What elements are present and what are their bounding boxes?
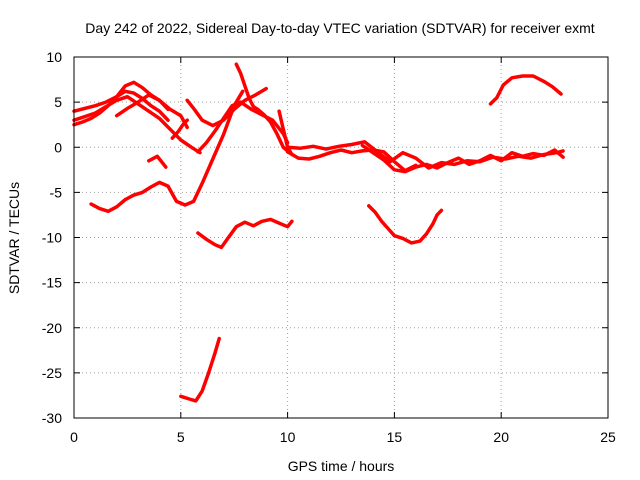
y-tick-label: -15 — [42, 275, 62, 291]
x-tick-label: 0 — [70, 429, 78, 445]
x-tick-label: 25 — [600, 429, 616, 445]
series-line-track-g — [147, 154, 168, 169]
series-line-track-k — [277, 109, 294, 157]
series-line-track-j — [234, 62, 290, 153]
data-series — [72, 62, 565, 403]
series-line-track-a — [72, 89, 170, 122]
series-line-track-i — [196, 100, 290, 154]
series-line-track-p — [367, 204, 444, 245]
y-tick-label: 0 — [54, 139, 62, 155]
y-tick-label: -10 — [42, 230, 62, 246]
series-line-track-l — [285, 148, 418, 173]
series-line-track-f — [89, 89, 245, 214]
y-tick-label: 5 — [54, 94, 62, 110]
series-line-track-b — [72, 80, 170, 127]
y-tick-label: 10 — [46, 49, 62, 65]
series-line-track-r — [488, 74, 563, 106]
x-tick-label: 5 — [177, 429, 185, 445]
x-axis-label: GPS time / hours — [288, 458, 395, 474]
grid-lines — [74, 57, 608, 418]
series-line-track-q — [179, 336, 221, 403]
y-axis-label: SDTVAR / TECUs — [6, 182, 22, 294]
series-line-track-d — [114, 93, 189, 130]
chart-title: Day 242 of 2022, Sidereal Day-to-day VTE… — [85, 20, 594, 36]
y-tick-label: -20 — [42, 320, 62, 336]
x-tick-label: 20 — [493, 429, 509, 445]
y-tick-label: -30 — [42, 410, 62, 426]
y-tick-label: -25 — [42, 365, 62, 381]
x-tick-label: 10 — [280, 429, 296, 445]
axis-ticks: 0 5 10 15 20 25 -30 -25 -20 -15 -10 -5 0 5 10 — [42, 49, 616, 445]
y-tick-label: -5 — [50, 184, 63, 200]
series-line-track-e — [170, 118, 189, 140]
series-line-track-o — [196, 217, 294, 250]
series-line-track-n — [360, 143, 565, 174]
x-tick-label: 15 — [387, 429, 403, 445]
